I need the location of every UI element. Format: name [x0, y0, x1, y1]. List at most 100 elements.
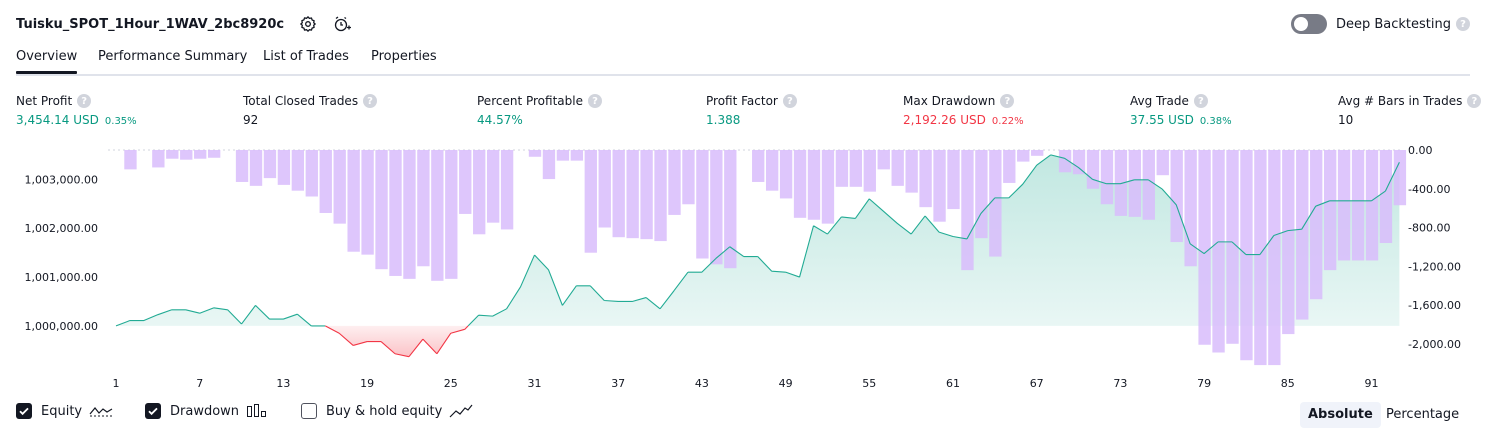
equity-line-icon: [89, 403, 113, 419]
legend-drawdown[interactable]: Drawdown: [145, 403, 268, 419]
metric-label: Net Profit: [16, 94, 73, 108]
metric-label: Profit Factor: [706, 94, 778, 108]
absolute-mode-button[interactable]: Absolute: [1300, 402, 1381, 428]
drawdown-bar: [194, 150, 207, 159]
drawdown-bar: [989, 150, 1002, 257]
drawdown-checkbox[interactable]: [145, 403, 161, 419]
drawdown-bar: [166, 150, 179, 159]
buy-hold-checkbox[interactable]: [301, 403, 317, 419]
drawdown-bar: [863, 150, 876, 192]
strategy-title: Tuisku_SPOT_1Hour_1WAV_2bc8920c: [16, 16, 285, 32]
drawdown-bar: [291, 150, 305, 191]
x-axis-tick-label: 67: [1030, 377, 1044, 390]
metric-avg-trade: Avg Trade? 37.55 USD 0.38%: [1130, 93, 1232, 127]
add-alert-icon[interactable]: [332, 14, 352, 34]
toggle-knob: [1293, 17, 1308, 31]
metric-avg-bars-in-trades: Avg # Bars in Trades? 10: [1338, 93, 1482, 127]
drawdown-bar: [1393, 150, 1407, 206]
tab-properties[interactable]: Properties: [371, 49, 437, 64]
drawdown-bar: [933, 150, 946, 222]
drawdown-label: Drawdown: [170, 403, 240, 419]
buy-hold-label: Buy & hold equity: [326, 403, 443, 419]
metric-percent: 0.22%: [991, 116, 1024, 127]
help-icon[interactable]: ?: [1000, 94, 1015, 108]
drawdown-bar: [1003, 150, 1016, 183]
help-icon[interactable]: ?: [1193, 94, 1208, 108]
metric-label: Percent Profitable: [477, 94, 583, 108]
deep-backtesting-control: Deep Backtesting ?: [1290, 12, 1470, 36]
tab-list-of-trades[interactable]: List of Trades: [263, 49, 349, 64]
deep-backtesting-toggle[interactable]: [1290, 14, 1327, 34]
metric-value-wrap: 3,454.14 USD 0.35%: [16, 113, 137, 127]
metric-value: 92: [243, 113, 259, 127]
help-icon[interactable]: ?: [782, 94, 797, 108]
x-axis-tick-label: 1: [113, 377, 120, 390]
drawdown-bar: [1128, 150, 1142, 217]
drawdown-bar: [1282, 150, 1295, 335]
drawdown-bar: [752, 150, 765, 182]
drawdown-bar: [263, 150, 277, 179]
drawdown-bar: [1351, 150, 1365, 261]
help-icon[interactable]: ?: [1467, 94, 1482, 108]
settings-icon[interactable]: [298, 14, 318, 34]
metric-label-wrap: Total Closed Trades?: [243, 93, 378, 109]
drawdown-bar: [389, 150, 402, 276]
help-icon[interactable]: ?: [77, 94, 92, 108]
drawdown-bar: [1337, 150, 1351, 261]
legend-buy-hold-equity[interactable]: Buy & hold equity: [301, 403, 473, 419]
drawdown-bar: [500, 150, 514, 230]
x-axis-tick-label: 91: [1365, 377, 1379, 390]
drawdown-bar: [1268, 150, 1281, 366]
drawdown-axis-tick-label: -1,600.00: [1408, 299, 1461, 312]
drawdown-bar: [807, 150, 821, 220]
help-icon[interactable]: ?: [363, 94, 378, 108]
equity-axis-tick-label: 1,003,000.00: [25, 173, 98, 186]
percentage-mode-button[interactable]: Percentage: [1386, 407, 1460, 422]
metric-label-wrap: Avg # Bars in Trades?: [1338, 93, 1482, 109]
drawdown-bar: [1379, 150, 1393, 244]
drawdown-bar: [152, 150, 165, 168]
equity-checkbox[interactable]: [16, 403, 32, 419]
drawdown-bar: [1072, 150, 1086, 175]
x-axis-tick-label: 37: [611, 377, 625, 390]
drawdown-bar: [1240, 150, 1253, 361]
drawdown-bar: [696, 150, 709, 259]
drawdown-bar: [207, 150, 221, 158]
drawdown-bar: [375, 150, 388, 270]
drawdown-bar: [724, 150, 737, 269]
help-icon[interactable]: ?: [1456, 17, 1470, 31]
drawdown-bar: [403, 150, 416, 279]
drawdown-bar: [598, 150, 611, 228]
drawdown-bar: [1170, 150, 1183, 243]
drawdown-bar: [486, 150, 500, 223]
drawdown-bar: [305, 150, 318, 197]
drawdown-bar: [626, 150, 639, 239]
legend-equity[interactable]: Equity: [16, 403, 113, 419]
metric-label-wrap: Net Profit?: [16, 93, 137, 109]
drawdown-axis-tick-label: -2,000.00: [1408, 338, 1461, 351]
drawdown-axis-tick-label: -400.00: [1408, 183, 1450, 196]
drawdown-bar: [249, 150, 263, 186]
drawdown-bar: [654, 150, 667, 242]
drawdown-bar: [821, 150, 835, 224]
drawdown-bar: [445, 150, 458, 279]
equity-loss-line: [324, 325, 469, 358]
equity-label: Equity: [41, 403, 83, 419]
tab-overview[interactable]: Overview: [16, 42, 78, 74]
metric-net-profit: Net Profit? 3,454.14 USD 0.35%: [16, 93, 137, 127]
equity-drawdown-chart[interactable]: 1,000,000.00 1,001,000.00 1,002,000.00 1,00…: [0, 140, 1486, 395]
metric-value: 37.55 USD: [1130, 113, 1194, 127]
drawdown-bar: [1031, 150, 1044, 156]
drawdown-bar: [877, 150, 890, 170]
metric-value: 1.388: [706, 113, 741, 127]
equity-axis-tick-label: 1,002,000.00: [25, 222, 98, 235]
tab-performance-summary[interactable]: Performance Summary: [98, 49, 248, 64]
drawdown-bar: [1323, 150, 1337, 271]
drawdown-bar: [1114, 150, 1128, 216]
drawdown-bar: [542, 150, 556, 180]
metric-value: 2,192.26 USD: [903, 113, 986, 127]
help-icon[interactable]: ?: [587, 94, 602, 108]
equity-axis-tick-label: 1,001,000.00: [25, 271, 98, 284]
drawdown-bar: [556, 150, 570, 161]
drawdown-bar: [1365, 150, 1379, 261]
